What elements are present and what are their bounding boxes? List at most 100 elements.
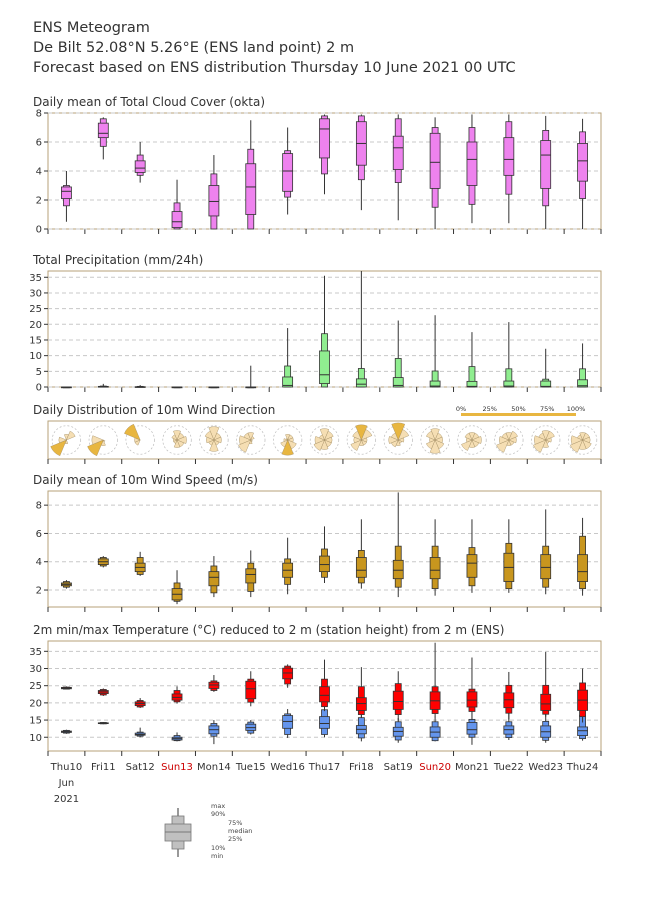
winddir-title: Daily Distribution of 10m Wind Direction xyxy=(33,403,275,417)
winddir-rose-sector xyxy=(173,430,181,441)
winddir-rose-sector xyxy=(545,437,552,443)
windspeed-y-tick-label: 4 xyxy=(36,557,42,568)
winddir-rose-sector xyxy=(280,439,289,448)
winddir-rose-ring xyxy=(309,425,340,455)
temperature-y-tick-label: 25 xyxy=(29,681,42,692)
winddir-rose-ring xyxy=(199,425,229,455)
precip-y-tick-label: 15 xyxy=(29,335,42,346)
cloud-box-p25-p75 xyxy=(61,186,72,199)
windspeed-box-p25-p75 xyxy=(466,554,478,578)
temperature-title: 2m min/max Temperature (°C) reduced to 2… xyxy=(33,623,504,637)
day-label: Mon14 xyxy=(197,762,231,773)
temperature-box-p25-p75 xyxy=(282,715,294,729)
day-label: Fri11 xyxy=(91,762,116,773)
cloud-y-tick-label: 6 xyxy=(36,138,42,149)
temperature-box-p25-p75 xyxy=(319,686,330,703)
temperature-box-p25-p75 xyxy=(392,690,404,710)
winddir-rose-sector xyxy=(471,436,482,444)
temperature-y-tick-label: 15 xyxy=(29,716,42,727)
winddir-rose-sector xyxy=(238,439,252,453)
cloud-box-p25-p75 xyxy=(392,135,404,170)
year-label: 2021 xyxy=(54,794,79,805)
day-label: Wed23 xyxy=(528,762,563,773)
winddir-rose-sector xyxy=(426,430,436,441)
legend-min-label: min xyxy=(211,852,223,860)
winddir-rose-ring xyxy=(383,425,413,455)
windspeed-box-p25-p75 xyxy=(245,568,257,584)
temperature-box-p25-p75 xyxy=(466,722,478,735)
precip-y-tick-label: 30 xyxy=(29,288,42,299)
precip-box-p25-p75 xyxy=(577,379,588,388)
winddir-rose-sector xyxy=(209,439,219,452)
winddir-frame xyxy=(47,420,602,460)
winddir-scale-bar xyxy=(461,413,576,416)
winddir-rose-ring xyxy=(457,425,487,455)
winddir-rose-sector xyxy=(324,430,334,441)
winddir-rose-sector xyxy=(243,432,252,441)
winddir-rose-sector xyxy=(124,423,141,441)
cloud-box-p25-p75 xyxy=(208,185,220,217)
windspeed-box-p25-p75 xyxy=(392,559,404,580)
winddir-rose-ring xyxy=(273,425,303,455)
day-label: Tue15 xyxy=(235,762,266,773)
cloud-box-p25-p75 xyxy=(466,141,478,186)
day-label: Thu17 xyxy=(308,762,341,773)
windspeed-box-p25-p75 xyxy=(319,555,330,573)
temperature-y-tick-label: 35 xyxy=(29,647,42,658)
day-label: Mon21 xyxy=(455,762,489,773)
windspeed-box-p25-p75 xyxy=(208,571,220,587)
winddir-rose-sector xyxy=(429,439,441,454)
winddir-rose-sector xyxy=(91,435,104,445)
winddir-rose-sector xyxy=(239,435,252,445)
precip-box-p25-p75 xyxy=(503,380,515,388)
winddir-rose-sector xyxy=(577,434,583,441)
cloud-y-tick-label: 2 xyxy=(36,196,42,207)
legend-median-label: median xyxy=(228,827,252,835)
day-label: Sun13 xyxy=(161,762,193,773)
winddir-rose-ring xyxy=(162,425,192,455)
precip-y-tick-label: 10 xyxy=(29,351,42,362)
winddir-rose-sector xyxy=(545,430,555,441)
day-label: Sat12 xyxy=(126,762,155,773)
winddir-rose-sector xyxy=(281,439,294,456)
cloud-y-tick-label: 8 xyxy=(36,109,42,120)
day-label: Wed16 xyxy=(270,762,305,773)
winddir-scale-label: 50% xyxy=(511,405,525,413)
winddir-scale-label: 75% xyxy=(540,405,554,413)
winddir-rose-sector xyxy=(508,436,517,444)
cloud-box-p25-p75 xyxy=(503,137,515,176)
winddir-rose-sector xyxy=(390,432,399,441)
legend-max-label: max xyxy=(211,802,225,810)
temperature-box-p25-p75 xyxy=(466,691,478,708)
cloud-box-p25-p75 xyxy=(540,140,552,189)
winddir-rose-sector xyxy=(319,428,330,441)
winddir-rose-sector xyxy=(87,439,104,457)
winddir-scale-label: 0% xyxy=(456,405,466,413)
day-label: Tue22 xyxy=(493,762,524,773)
winddir-rose-sector xyxy=(58,436,67,444)
temperature-y-tick-label: 10 xyxy=(29,733,42,744)
cloud-box-p25-p75 xyxy=(577,143,588,182)
winddir-rose-sector xyxy=(391,422,406,441)
temperature-box-p25-p75 xyxy=(245,680,257,700)
precip-box-p25-p75 xyxy=(282,376,294,388)
winddir-rose-ring xyxy=(51,425,82,455)
winddir-rose-sector xyxy=(360,429,373,441)
cloud-box-p25-p75 xyxy=(429,132,441,189)
winddir-rose-sector xyxy=(204,430,215,441)
winddir-rose-sector xyxy=(397,429,410,441)
winddir-rose-ring xyxy=(125,425,155,455)
cloud-box-p25-p75 xyxy=(134,160,146,173)
temperature-y-tick-label: 30 xyxy=(29,664,42,675)
winddir-rose-sector xyxy=(464,432,473,441)
winddir-rose-sector xyxy=(208,426,220,441)
legend-p10-label: 10% xyxy=(211,844,225,852)
winddir-rose-sector xyxy=(352,430,362,441)
winddir-rose-sector xyxy=(213,436,222,444)
precip-box-p25-p75 xyxy=(540,380,552,388)
winddir-rose-ring xyxy=(531,425,561,455)
winddir-rose-sector xyxy=(538,432,547,441)
winddir-rose-sector xyxy=(314,436,326,444)
winddir-rose-sector xyxy=(570,435,584,445)
winddir-rose-ring xyxy=(88,425,118,455)
